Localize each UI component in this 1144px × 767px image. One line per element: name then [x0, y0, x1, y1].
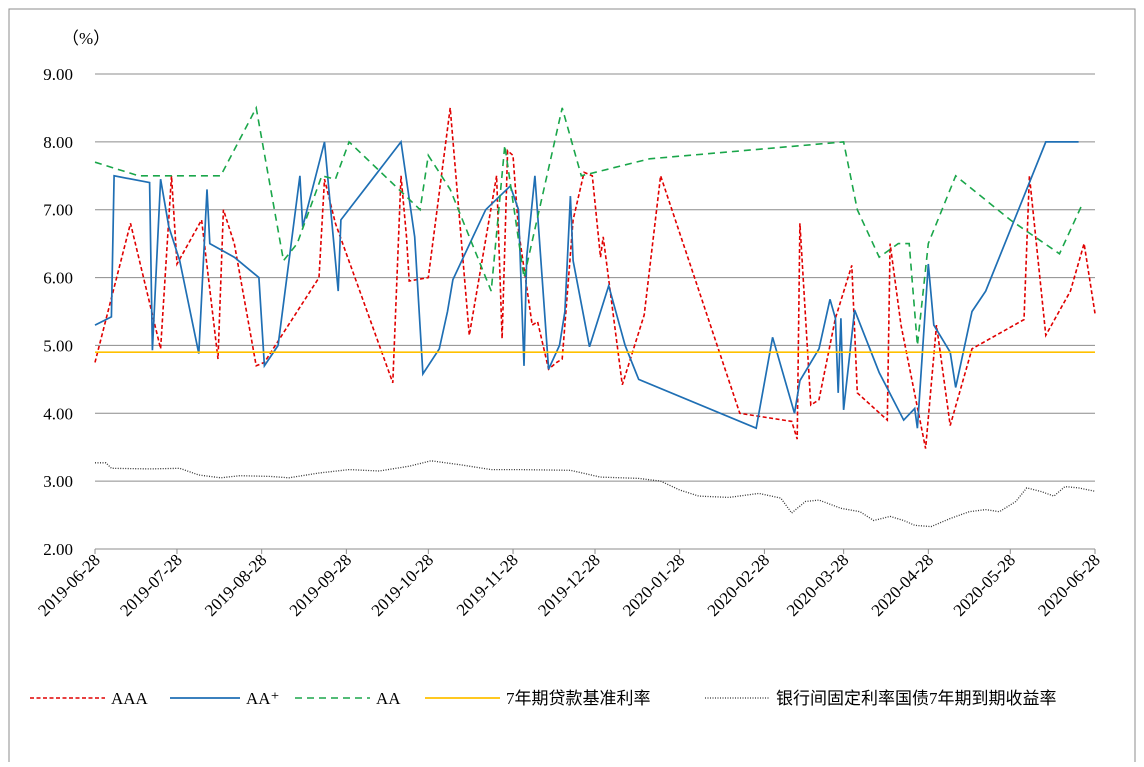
x-tick-label: 2020-05-28 — [950, 550, 1020, 620]
y-tick-label: 4.00 — [43, 404, 73, 423]
series-line — [95, 460, 1096, 528]
legend-label: 银行间固定利率国债7年期到期收益率 — [776, 689, 1057, 708]
frame — [8, 8, 1136, 767]
series-line — [94, 139, 1079, 430]
series-line — [94, 105, 1083, 346]
x-tick-label: 2020-06-28 — [1034, 550, 1104, 620]
x-tick-label: 2019-11-28 — [453, 550, 522, 619]
x-tick-label: 2019-10-28 — [368, 550, 438, 620]
y-tick-label: 7.00 — [43, 201, 73, 220]
y-unit-label: （%） — [62, 29, 110, 48]
legend-label: AAA — [111, 689, 149, 708]
series-line — [94, 107, 1096, 449]
y-tick-label: 6.00 — [43, 269, 73, 288]
y-tick-label: 8.00 — [43, 133, 73, 152]
x-tick-label: 2019-08-28 — [201, 550, 271, 620]
x-tick-label: 2019-07-28 — [116, 550, 186, 620]
y-tick-label: 2.00 — [43, 540, 73, 559]
y-tick-label: 9.00 — [43, 65, 73, 84]
x-tick-label: 2019-12-28 — [534, 550, 604, 620]
x-tick-label: 2020-03-28 — [783, 550, 853, 620]
x-tick-label: 2019-06-28 — [34, 550, 104, 620]
x-tick-label: 2020-02-28 — [704, 550, 774, 620]
legend-label: AA — [376, 689, 401, 708]
x-tick-label: 2020-01-28 — [619, 550, 689, 620]
x-tick-label: 2019-09-28 — [286, 550, 356, 620]
legend-label: 7年期贷款基准利率 — [506, 689, 651, 708]
legend-label: AA⁺ — [246, 689, 280, 708]
x-tick-label: 2020-04-28 — [868, 550, 938, 620]
y-tick-label: 5.00 — [43, 336, 73, 355]
y-tick-label: 3.00 — [43, 472, 73, 491]
